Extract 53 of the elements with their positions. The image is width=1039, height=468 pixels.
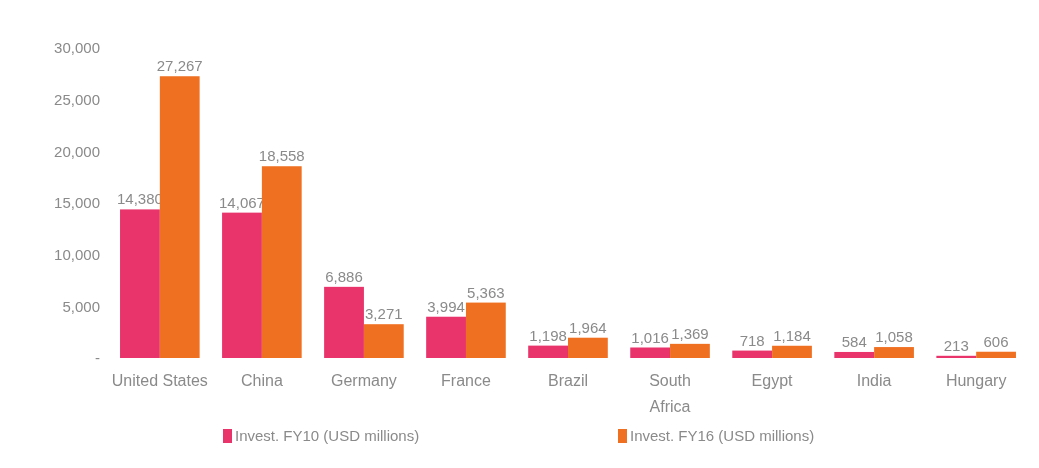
y-tick-label: 25,000 xyxy=(54,90,100,108)
data-label: 18,558 xyxy=(258,147,305,165)
bar xyxy=(120,209,160,358)
bar xyxy=(772,345,812,358)
bar xyxy=(874,347,914,358)
x-tick-label: Egypt xyxy=(751,372,794,389)
bar xyxy=(324,286,364,358)
data-label: 1,198 xyxy=(529,326,567,344)
bar xyxy=(568,337,608,358)
data-label: 718 xyxy=(739,331,765,349)
x-tick-label: Brazil xyxy=(547,372,589,389)
x-tick-label: Hungary xyxy=(945,372,1007,389)
bar xyxy=(222,212,262,358)
y-tick-label: 10,000 xyxy=(54,245,100,263)
data-label: 213 xyxy=(943,336,969,354)
y-tick-label: 30,000 xyxy=(54,39,100,57)
bar xyxy=(670,343,710,358)
data-label: 606 xyxy=(983,332,1009,350)
bar xyxy=(159,76,200,358)
bar xyxy=(834,351,875,358)
bar xyxy=(936,355,977,358)
bar xyxy=(363,324,404,358)
y-tick-label: 15,000 xyxy=(54,194,100,212)
bar xyxy=(976,351,1016,358)
data-label: 1,058 xyxy=(875,328,913,346)
legend-label: Invest. FY10 (USD millions) xyxy=(235,427,420,445)
data-label: 27,267 xyxy=(156,57,203,75)
bar xyxy=(732,350,773,358)
data-label: 584 xyxy=(841,332,867,350)
bar xyxy=(261,166,302,358)
x-tick-label: South Africa xyxy=(649,372,691,415)
y-tick-label: 20,000 xyxy=(54,142,100,160)
bar xyxy=(465,302,506,358)
data-label: 5,363 xyxy=(467,283,505,301)
bar xyxy=(630,347,671,358)
x-tick-label: United States xyxy=(111,372,208,389)
data-label: 14,067 xyxy=(219,193,265,211)
data-label: 6,886 xyxy=(325,267,363,285)
y-tick-label: 5,000 xyxy=(62,297,100,315)
x-tick-label: France xyxy=(441,372,491,389)
x-tick-label: China xyxy=(240,372,283,389)
data-label: 1,184 xyxy=(773,326,811,344)
data-label: 1,016 xyxy=(631,328,669,346)
bar xyxy=(528,345,568,358)
x-tick-label: Germany xyxy=(331,372,397,389)
x-tick-label: India xyxy=(856,372,892,389)
data-label: 3,994 xyxy=(427,297,465,315)
y-tick-label: - xyxy=(95,349,100,367)
data-label: 1,369 xyxy=(671,324,709,342)
data-label: 1,964 xyxy=(569,318,607,336)
data-label: 3,271 xyxy=(365,305,403,323)
legend-label: Invest. FY16 (USD millions) xyxy=(630,427,815,445)
bar xyxy=(426,316,466,358)
